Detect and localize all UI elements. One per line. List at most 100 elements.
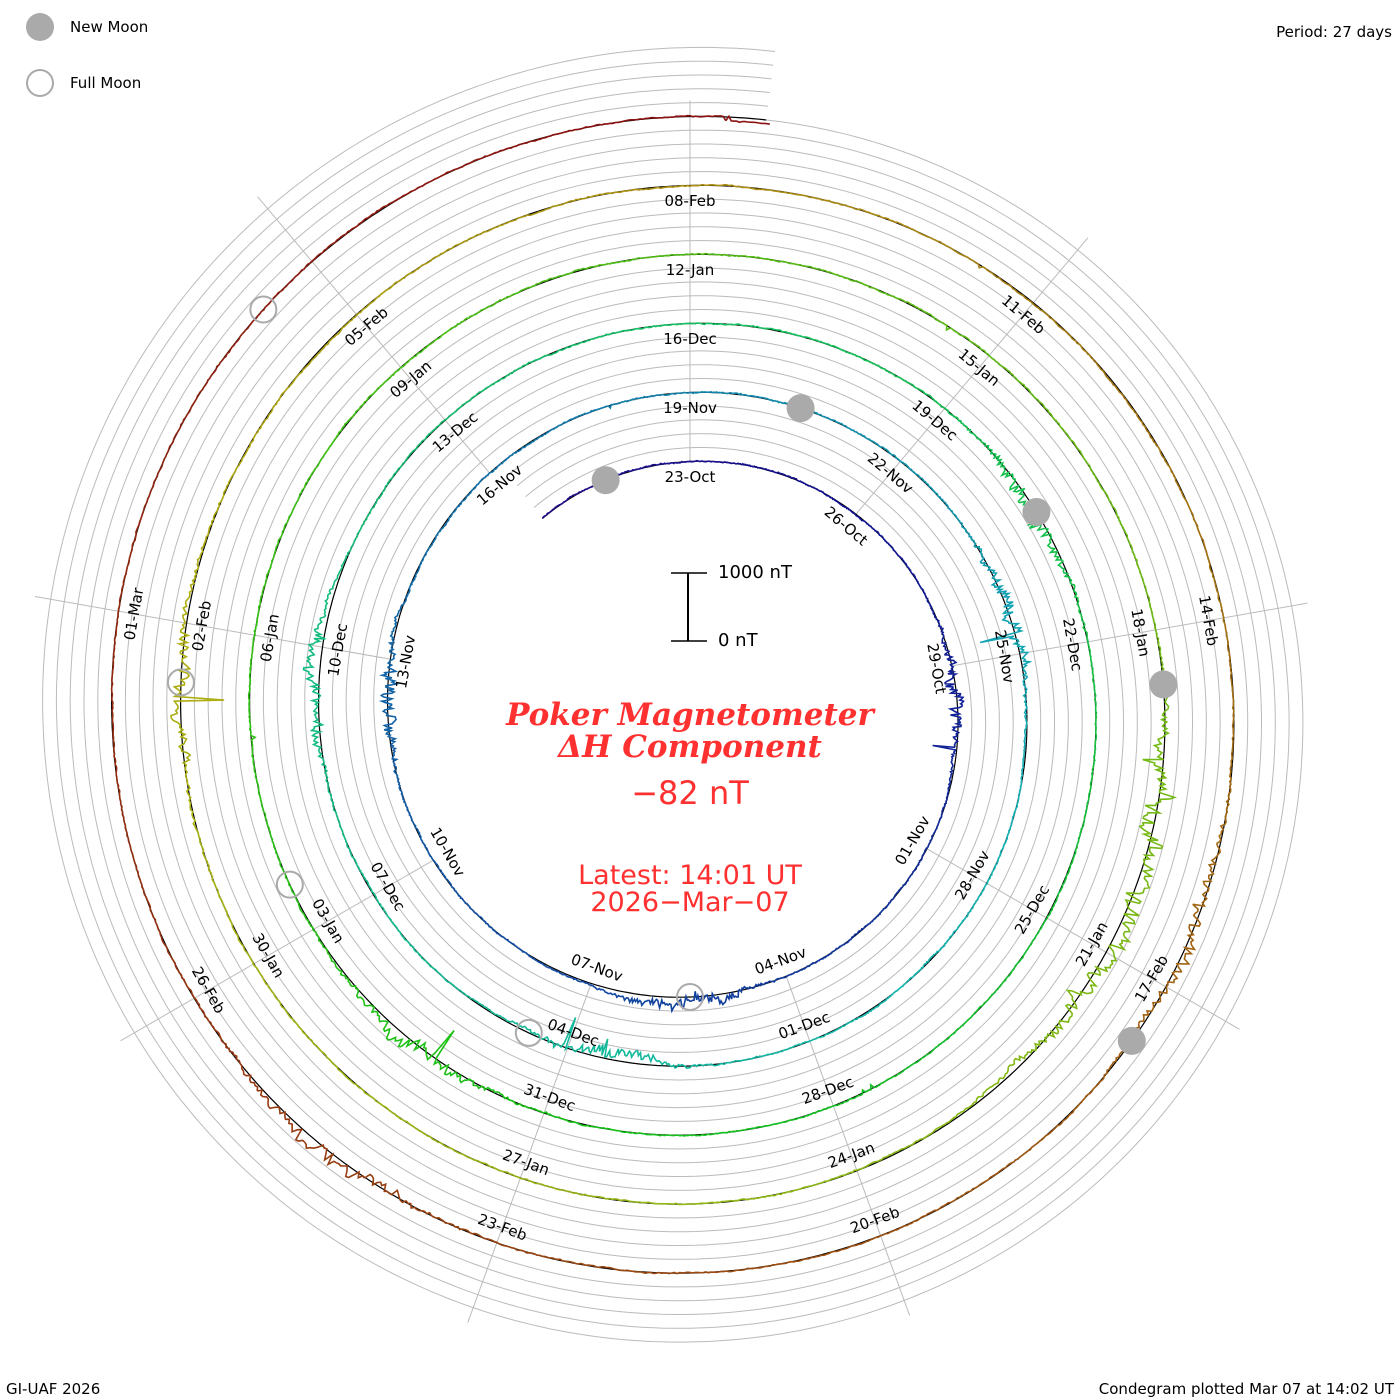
trace-segment bbox=[248, 716, 257, 771]
radial-gridline bbox=[926, 848, 1240, 1030]
trace-segment bbox=[544, 1017, 585, 1053]
trace-segment bbox=[400, 1029, 455, 1076]
trace-segment bbox=[626, 184, 691, 192]
trace-segment bbox=[386, 630, 397, 669]
trace-segment bbox=[208, 473, 235, 531]
trace-segment bbox=[247, 663, 252, 718]
trace-segment bbox=[860, 992, 895, 1018]
trace-segment bbox=[945, 1168, 1004, 1206]
trace-segment bbox=[1194, 521, 1217, 584]
full-moon-marker bbox=[249, 295, 278, 324]
trace-segment bbox=[309, 707, 325, 752]
trace-segment bbox=[315, 1044, 360, 1089]
trace-segment bbox=[754, 1254, 822, 1269]
trace-segment bbox=[249, 610, 260, 664]
date-label: 23-Oct bbox=[665, 468, 716, 486]
grid-spiral bbox=[97, 102, 1249, 1288]
trace-segment bbox=[868, 898, 893, 925]
trace-segment bbox=[1142, 764, 1178, 824]
trace-segment bbox=[969, 981, 1005, 1020]
trace-segment bbox=[751, 976, 784, 990]
baseline-spiral-path bbox=[111, 115, 1235, 1274]
radial-gridlines bbox=[34, 100, 1308, 1323]
trace-segment bbox=[317, 750, 331, 794]
trace-segment bbox=[717, 322, 763, 329]
trace-segment bbox=[266, 821, 285, 873]
trace-segment bbox=[883, 447, 916, 474]
new-moon-marker bbox=[591, 466, 620, 495]
trace-segment bbox=[442, 873, 466, 903]
trace-segment bbox=[585, 401, 623, 415]
trace-segment bbox=[762, 327, 807, 338]
trace-segment bbox=[942, 500, 968, 534]
trace-segment bbox=[378, 666, 400, 706]
date-label: 12-Jan bbox=[666, 261, 714, 279]
trace-segment bbox=[110, 643, 116, 711]
trace-segment bbox=[1142, 708, 1170, 766]
radial-gridline bbox=[467, 983, 592, 1323]
trace-segment bbox=[965, 425, 1001, 461]
trace-segment bbox=[725, 114, 770, 125]
trace-segment bbox=[619, 1269, 688, 1275]
trace-segment bbox=[1082, 623, 1094, 670]
trace-segment bbox=[698, 390, 738, 395]
trace-segment bbox=[430, 313, 477, 345]
trace-segment bbox=[912, 843, 930, 874]
trace-segment bbox=[521, 126, 589, 145]
trace-segment bbox=[456, 143, 522, 170]
radial-gridline bbox=[951, 602, 1308, 667]
trace-segment bbox=[753, 187, 817, 200]
trace-segment bbox=[647, 995, 684, 1014]
trace-segment bbox=[864, 1140, 919, 1168]
trace-segment bbox=[928, 813, 943, 845]
trace-segment bbox=[789, 475, 817, 490]
legend-new-moon: New Moon bbox=[26, 13, 148, 41]
latest-date: 2026−Mar−07 bbox=[590, 887, 790, 918]
date-label: 17-Feb bbox=[1131, 952, 1172, 1005]
trace-segment bbox=[1091, 669, 1098, 718]
trace-segment bbox=[1227, 647, 1235, 714]
trace-segment bbox=[264, 369, 304, 421]
trace-segment bbox=[796, 1101, 845, 1120]
grid-spiral bbox=[83, 88, 1262, 1302]
period-label: Period: 27 days bbox=[1276, 23, 1392, 41]
trace-segment bbox=[306, 918, 336, 964]
trace-segment bbox=[515, 1175, 574, 1194]
trace-segment bbox=[741, 254, 797, 266]
trace-segment bbox=[1090, 357, 1133, 409]
trace-segment bbox=[1036, 398, 1075, 444]
trace-segment bbox=[243, 947, 278, 1000]
trace-segment bbox=[816, 197, 879, 217]
trace-segment bbox=[318, 417, 352, 463]
trace-segment bbox=[706, 1058, 748, 1067]
trace-segment bbox=[944, 654, 959, 688]
trace-segment bbox=[917, 1107, 968, 1142]
trace-segment bbox=[717, 985, 752, 1006]
current-value: −82 nT bbox=[631, 774, 749, 812]
date-label: 08-Feb bbox=[664, 192, 715, 210]
trace-segment bbox=[1008, 793, 1020, 833]
trace-segment bbox=[931, 1017, 971, 1053]
trace-segment bbox=[593, 1126, 645, 1135]
trace-segment bbox=[382, 908, 410, 944]
trace-segment bbox=[393, 249, 448, 285]
trace-segment bbox=[878, 214, 938, 242]
trace-segment bbox=[1007, 1029, 1059, 1068]
trace-segment bbox=[464, 901, 491, 928]
trace-segment bbox=[334, 963, 367, 1007]
trace-segment bbox=[1003, 942, 1033, 983]
trace-segment bbox=[172, 651, 225, 714]
new-moon-marker bbox=[1022, 497, 1051, 526]
date-label: 21-Jan bbox=[1072, 919, 1112, 970]
trace-segment bbox=[201, 333, 243, 391]
trace-segment bbox=[489, 926, 519, 949]
trace-segment bbox=[338, 199, 397, 240]
date-label: 22-Dec bbox=[1059, 617, 1086, 673]
footer-plotted: Condegram plotted Mar 07 at 14:02 UT bbox=[1098, 1380, 1394, 1398]
trace-segment bbox=[948, 749, 957, 783]
trace-segment bbox=[891, 872, 914, 900]
trace-segment bbox=[1214, 583, 1230, 648]
trace-segment bbox=[233, 419, 267, 474]
trace-segment bbox=[1175, 903, 1202, 973]
trace-segment bbox=[1093, 716, 1098, 765]
